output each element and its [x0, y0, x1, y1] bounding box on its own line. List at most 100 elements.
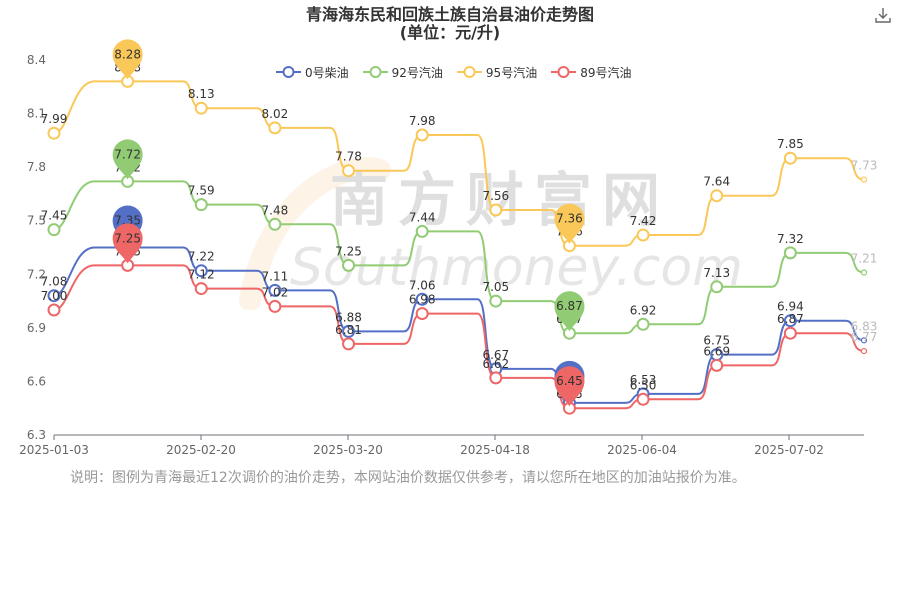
pin-label: 7.35: [114, 214, 141, 228]
data-point[interactable]: [194, 282, 208, 296]
data-label: 6.87: [777, 312, 804, 326]
data-label: 7.00: [41, 289, 68, 303]
legend-item[interactable]: 0号柴油: [276, 64, 349, 81]
data-label: 7.98: [409, 114, 436, 128]
data-point[interactable]: [636, 317, 650, 331]
legend-item[interactable]: 95号汽油: [456, 64, 537, 81]
data-label: 7.06: [409, 278, 436, 292]
data-point[interactable]: [342, 324, 356, 338]
data-label: 8.13: [188, 87, 215, 101]
x-tick-label: 2025-06-04: [607, 443, 677, 457]
legend-item[interactable]: 89号汽油: [551, 64, 631, 81]
data-label: 6.69: [703, 344, 730, 358]
data-point[interactable]: [489, 203, 503, 217]
data-point[interactable]: [268, 299, 282, 313]
data-label: 7.99: [41, 112, 68, 126]
pin-label: 7.36: [556, 212, 583, 226]
data-label: 7.22: [188, 250, 215, 264]
data-label: 7.45: [41, 209, 68, 223]
legend-symbol-icon: [456, 66, 482, 78]
data-point[interactable]: [783, 326, 797, 340]
y-tick-label: 8.1: [27, 107, 46, 121]
pin-label: 7.25: [114, 231, 141, 245]
data-point[interactable]: [415, 224, 429, 238]
data-point[interactable]: [415, 128, 429, 142]
data-label: 6.50: [630, 378, 657, 392]
data-point[interactable]: [415, 307, 429, 321]
data-label: 7.13: [703, 266, 730, 280]
series-line: [53, 246, 865, 404]
data-point[interactable]: [194, 101, 208, 115]
pin-label: 6.87: [556, 299, 583, 313]
data-label: 6.62: [482, 357, 509, 371]
data-label: 6.81: [335, 323, 362, 337]
data-point[interactable]: [342, 258, 356, 272]
legend-item[interactable]: 92号汽油: [362, 64, 443, 81]
pin-label: 6.45: [556, 374, 583, 388]
data-label: 7.44: [409, 210, 436, 224]
extreme-pin: 6.45: [554, 366, 585, 407]
data-point[interactable]: [194, 264, 208, 278]
data-point[interactable]: [47, 126, 61, 140]
download-icon[interactable]: [874, 6, 892, 24]
data-point[interactable]: [268, 283, 282, 297]
data-point[interactable]: [860, 176, 868, 183]
data-point[interactable]: [342, 164, 356, 178]
data-point[interactable]: [860, 269, 868, 276]
data-point[interactable]: [783, 246, 797, 260]
series-line: [53, 264, 865, 410]
data-point[interactable]: [47, 223, 61, 237]
x-tick-label: 2025-03-20: [313, 443, 383, 457]
pin-label: 7.72: [114, 147, 141, 161]
data-point[interactable]: [636, 392, 650, 406]
x-tick-label: 2025-01-03: [19, 443, 89, 457]
legend-label: 92号汽油: [391, 65, 443, 80]
legend-label: 89号汽油: [580, 65, 632, 80]
extreme-pin: 7.25: [112, 223, 143, 264]
y-tick-label: 6.6: [27, 374, 46, 388]
extreme-pin: 7.72: [112, 139, 143, 180]
data-label: 6.92: [630, 303, 657, 317]
data-label: 6.67: [482, 348, 509, 362]
data-point[interactable]: [47, 303, 61, 317]
data-label: 8.02: [262, 107, 289, 121]
data-label: 7.05: [482, 280, 509, 294]
data-point[interactable]: [636, 228, 650, 242]
data-point[interactable]: [268, 217, 282, 231]
data-label: 7.85: [777, 137, 804, 151]
data-point[interactable]: [710, 189, 724, 203]
data-point[interactable]: [47, 289, 61, 303]
extreme-pin: 8.28: [112, 39, 143, 80]
data-point[interactable]: [783, 151, 797, 165]
data-label: 7.25: [335, 244, 362, 258]
data-point[interactable]: [268, 121, 282, 135]
footnote: 说明：图例为青海最近12次调价的油价走势，本网站油价数据仅供参考，请以您所在地区…: [70, 470, 746, 486]
data-label: 7.21: [851, 252, 878, 266]
data-point[interactable]: [415, 292, 429, 306]
data-label: 7.59: [188, 184, 215, 198]
data-point[interactable]: [489, 371, 503, 385]
data-label: 7.64: [703, 175, 730, 189]
chart-title: 青海海东民和回族土族自治县油价走势图: [305, 5, 594, 24]
data-label: 6.94: [777, 300, 804, 314]
y-tick-label: 7.5: [27, 214, 46, 228]
data-label: 7.02: [262, 285, 289, 299]
series-line: [53, 180, 865, 335]
legend: 0号柴油 92号汽油 95号汽油 89号汽油: [276, 63, 645, 81]
data-label: 7.11: [262, 269, 289, 283]
y-tick-label: 6.3: [27, 428, 46, 442]
data-point[interactable]: [342, 337, 356, 351]
y-tick-label: 6.9: [27, 321, 46, 335]
data-point[interactable]: [194, 198, 208, 212]
y-tick-label: 7.2: [27, 267, 46, 281]
data-point[interactable]: [860, 337, 868, 344]
data-label: 6.98: [409, 293, 436, 307]
series-line: [53, 80, 865, 247]
data-point[interactable]: [710, 358, 724, 372]
chart-subtitle: (单位：元/升): [399, 23, 501, 42]
data-point[interactable]: [489, 294, 503, 308]
data-point[interactable]: [783, 314, 797, 328]
data-point[interactable]: [860, 347, 868, 355]
data-point[interactable]: [710, 280, 724, 294]
